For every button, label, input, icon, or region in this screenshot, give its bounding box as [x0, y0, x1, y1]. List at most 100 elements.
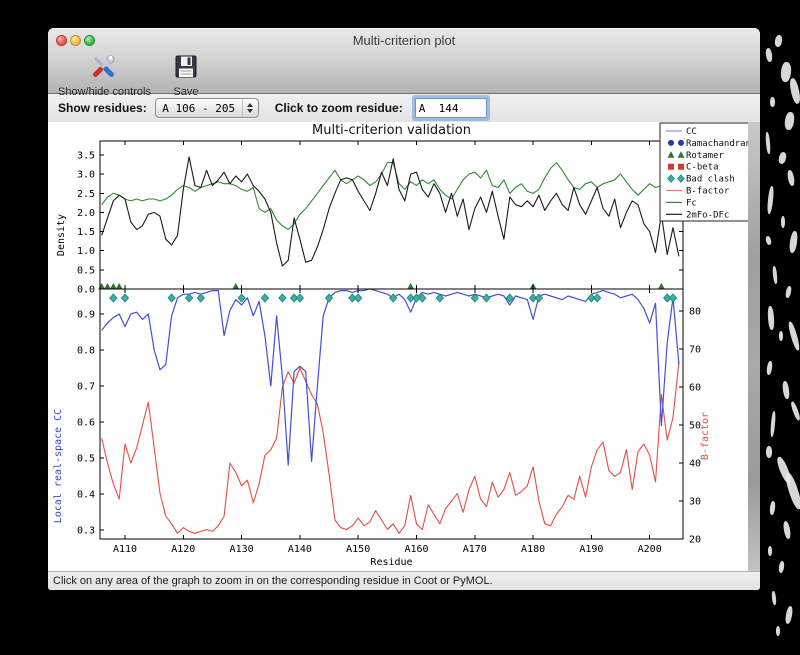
show-residues-label: Show residues: [58, 101, 147, 115]
bad-clash-marker [184, 293, 194, 303]
screen-artifact [786, 169, 796, 187]
bad-clash-marker [324, 293, 334, 303]
svg-text:B-factor: B-factor [686, 187, 730, 197]
svg-text:A140: A140 [288, 544, 312, 555]
rotamer-marker [109, 283, 117, 290]
screen-artifact [781, 380, 791, 400]
svg-text:2.0: 2.0 [77, 208, 95, 219]
svg-text:0.0: 0.0 [77, 285, 95, 296]
svg-text:CC: CC [686, 127, 697, 137]
screen-artifact [786, 320, 800, 352]
screen-artifact [781, 216, 785, 228]
rotamer-marker [103, 283, 112, 290]
svg-text:0.4: 0.4 [77, 490, 95, 501]
screen-artifact [788, 77, 800, 105]
screen-artifact [770, 97, 775, 107]
screen-artifact [779, 331, 783, 341]
bad-clash-marker [663, 293, 672, 303]
title-bar[interactable]: Multi-criterion plot Show/hide cont [48, 28, 760, 98]
svg-text:A160: A160 [404, 544, 428, 555]
show-hide-controls-button[interactable]: Show/hide controls [54, 52, 155, 99]
bad-clash-marker [120, 293, 130, 303]
screen-artifact [783, 111, 796, 131]
svg-text:A200: A200 [638, 544, 662, 555]
show-residues-dropdown[interactable]: A 106 - 205 [154, 98, 259, 118]
bad-clash-marker [418, 293, 427, 303]
screen-artifact [766, 185, 775, 215]
svg-text:0.9: 0.9 [77, 310, 95, 321]
bad-clash-marker [528, 293, 538, 303]
svg-text:Residue: Residue [370, 557, 412, 568]
svg-text:70: 70 [689, 345, 701, 356]
screen-artifact [766, 360, 773, 376]
bad-clash-marker [406, 293, 415, 303]
zoom-residue-label: Click to zoom residue: [274, 101, 403, 115]
legend: CC Ramachandran Rotamer C-beta Bad clash B-fa… [659, 122, 754, 222]
svg-text:B-factor: B-factor [700, 412, 711, 460]
svg-text:Ramachandran: Ramachandran [686, 139, 751, 149]
svg-text:2.5: 2.5 [77, 189, 95, 200]
show-residues-value: A 106 - 205 [162, 101, 236, 115]
rotamer-marker [657, 283, 665, 290]
controls-bar: Show residues: A 106 - 205 Click to zoom… [48, 94, 760, 122]
svg-text:A120: A120 [171, 544, 195, 555]
screen-artifact [784, 605, 794, 625]
bad-clash-marker [470, 293, 479, 303]
bad-clash-marker [435, 293, 444, 303]
window-controls [56, 35, 95, 46]
save-button[interactable]: Save [169, 52, 203, 99]
svg-text:80: 80 [689, 307, 701, 318]
screen-artifact [772, 265, 778, 285]
bad-clash-marker [534, 293, 544, 303]
screen-artifact [768, 546, 772, 556]
svg-text:Fc: Fc [686, 198, 697, 208]
zoom-residue-input[interactable] [414, 98, 487, 118]
bad-clash-marker [167, 293, 176, 303]
zoom-button[interactable] [84, 35, 95, 46]
screen-artifact [778, 560, 785, 574]
svg-text:1.5: 1.5 [77, 227, 95, 238]
rotamer-marker [232, 283, 240, 290]
svg-text:3.5: 3.5 [77, 150, 95, 161]
bad-clash-marker [109, 293, 118, 303]
screen-artifact [769, 410, 777, 438]
screen-artifact [765, 47, 773, 63]
status-text: Click on any area of the graph to zoom i… [53, 575, 493, 587]
toolbar: Show/hide controls Save [54, 52, 203, 99]
svg-text:50: 50 [689, 421, 701, 432]
svg-text:2mFo-DFc: 2mFo-DFc [686, 210, 729, 220]
screen-artifact [774, 34, 783, 48]
minimize-button[interactable] [70, 35, 81, 46]
rotamer-marker [115, 283, 123, 290]
screen-artifact [777, 151, 788, 165]
bad-clash-marker [295, 293, 305, 303]
svg-text:Density: Density [56, 214, 67, 256]
svg-text:Multi-criterion validation: Multi-criterion validation [312, 123, 471, 138]
bad-clash-marker [289, 293, 299, 303]
svg-text:0.6: 0.6 [77, 418, 95, 429]
svg-text:0.5: 0.5 [77, 265, 95, 276]
bad-clash-marker [587, 293, 596, 303]
rotamer-marker [98, 283, 106, 290]
close-button[interactable] [56, 35, 67, 46]
multi-criterion-chart[interactable]: A110 A120 A130 A140 A150 A160 A170 A180 A190 A200… [48, 122, 760, 573]
screen-artifact [784, 285, 793, 299]
screen-artifact [788, 230, 799, 254]
save-label: Save [173, 86, 199, 98]
plot-area: A110 A120 A130 A140 A150 A160 A170 A180 A190 A200… [48, 122, 760, 571]
bad-clash-marker [505, 293, 514, 303]
screen-artifact [783, 471, 800, 511]
bad-clash-marker [278, 293, 287, 303]
svg-text:C-beta: C-beta [686, 163, 719, 173]
screen-artifact [771, 590, 777, 606]
screen-artifact [765, 131, 771, 155]
bad-clash-marker [412, 293, 421, 303]
screen-artifact [767, 305, 775, 331]
window-edge-scrollbar[interactable] [748, 122, 760, 571]
status-bar: Click on any area of the graph to zoom i… [48, 571, 760, 590]
svg-text:A170: A170 [463, 544, 487, 555]
floppy-disk-icon [173, 53, 199, 85]
bad-clash-marker [196, 293, 205, 303]
svg-text:0.5: 0.5 [77, 454, 95, 465]
